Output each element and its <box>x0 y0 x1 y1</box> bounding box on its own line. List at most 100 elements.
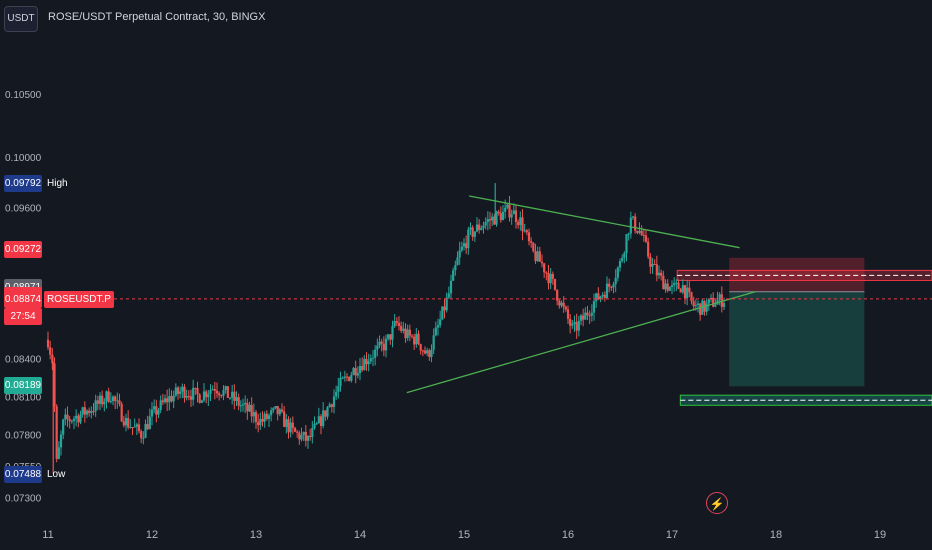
candle-body <box>588 315 591 317</box>
candle-body <box>59 434 63 448</box>
candle-body <box>471 227 474 237</box>
candle-body <box>618 261 622 268</box>
candle-body <box>350 374 353 381</box>
candle-body <box>111 396 115 402</box>
candle-body <box>176 387 180 394</box>
candle-body <box>296 431 299 433</box>
candle-body <box>562 302 565 307</box>
candle-body <box>304 431 307 441</box>
candle-body <box>345 376 349 378</box>
candle-body <box>51 354 54 364</box>
candle-body <box>517 221 520 226</box>
candle-body <box>443 306 446 311</box>
candle-body <box>402 328 405 331</box>
candle-body <box>231 391 234 398</box>
candle-body <box>421 350 424 352</box>
candle-body <box>558 300 561 306</box>
candle-body <box>668 286 671 291</box>
candle-body <box>380 341 383 344</box>
candle-body <box>419 344 422 351</box>
candle-body <box>46 339 50 348</box>
candle-body <box>428 350 431 357</box>
candle-body <box>235 397 238 401</box>
candle-body <box>198 394 201 403</box>
candle-body <box>547 272 550 284</box>
chart-title: ROSE/USDT Perpetual Contract, 30, BINGX <box>48 11 266 23</box>
candle-body <box>532 242 535 252</box>
candle-body <box>328 404 331 408</box>
currency-button[interactable]: USDT <box>4 6 38 32</box>
candle-body <box>469 227 472 230</box>
candle-body <box>586 312 589 316</box>
candle-body <box>133 426 136 428</box>
candle-body <box>105 391 108 402</box>
bar-countdown: 27:54 <box>4 307 42 325</box>
candle-body <box>393 321 396 327</box>
candle-body <box>527 232 531 242</box>
candle-body <box>575 322 578 331</box>
candle-body <box>367 361 370 365</box>
candle-body <box>389 334 392 340</box>
candle-body <box>601 294 604 297</box>
candle-body <box>64 414 67 420</box>
y-tick-label: 0.08400 <box>5 355 42 366</box>
candle-body <box>371 357 375 359</box>
candle-body <box>92 411 95 413</box>
candle-body <box>480 228 483 230</box>
candle-body <box>254 412 258 422</box>
candle-body <box>317 416 320 424</box>
candle-body <box>430 349 433 357</box>
candle-body <box>426 350 429 354</box>
upper-trendline <box>469 195 740 249</box>
candle-body <box>486 219 489 222</box>
trendlines[interactable] <box>406 195 756 394</box>
candle-body <box>573 322 576 324</box>
x-axis: 11 12 13 14 15 16 17 18 19 <box>42 529 886 541</box>
candle-body <box>166 398 169 403</box>
candle-body <box>278 409 281 415</box>
candle-body <box>538 251 541 262</box>
y-tick-label: 0.08100 <box>5 392 42 403</box>
candle-body <box>504 207 507 212</box>
candle-body <box>298 432 301 440</box>
candle-body <box>666 283 669 291</box>
candle-body <box>185 396 188 398</box>
candle-body <box>512 210 515 215</box>
candle-body <box>241 404 245 406</box>
chart-header: USDT ROSE/USDT Perpetual Contract, 30, B… <box>0 0 932 36</box>
candle-body <box>679 288 682 293</box>
candle-body <box>454 265 457 271</box>
candle-body <box>465 243 468 249</box>
candle-body <box>642 234 645 236</box>
candle-body <box>582 315 585 320</box>
candle-body <box>636 230 639 233</box>
candle-body <box>120 403 123 422</box>
candle-body <box>183 386 186 398</box>
candle-body <box>545 272 548 274</box>
candle-body <box>85 410 89 415</box>
candle-body <box>140 431 143 439</box>
candle-body <box>410 335 414 337</box>
candle-body <box>287 419 290 433</box>
candle-body <box>181 386 184 392</box>
candle-body <box>653 263 656 265</box>
take-profit-area <box>729 291 865 387</box>
drawing-zones[interactable] <box>676 257 932 406</box>
candle-body <box>482 225 485 229</box>
candle-body <box>209 390 212 395</box>
candle-body <box>705 303 708 312</box>
candle-body <box>712 297 715 307</box>
candle-body <box>146 423 149 430</box>
y-tick-label: 0.10000 <box>5 153 42 164</box>
lightning-icon[interactable]: ⚡ <box>706 492 728 514</box>
candle-body <box>551 273 554 279</box>
candle-body <box>144 423 147 438</box>
candle-body <box>519 217 522 226</box>
candle-body <box>683 285 687 299</box>
candle-body <box>400 325 403 331</box>
y-tick-label: 0.10500 <box>5 90 42 101</box>
candle-body <box>395 321 398 323</box>
candle-body <box>261 418 264 422</box>
candle-body <box>690 292 693 302</box>
